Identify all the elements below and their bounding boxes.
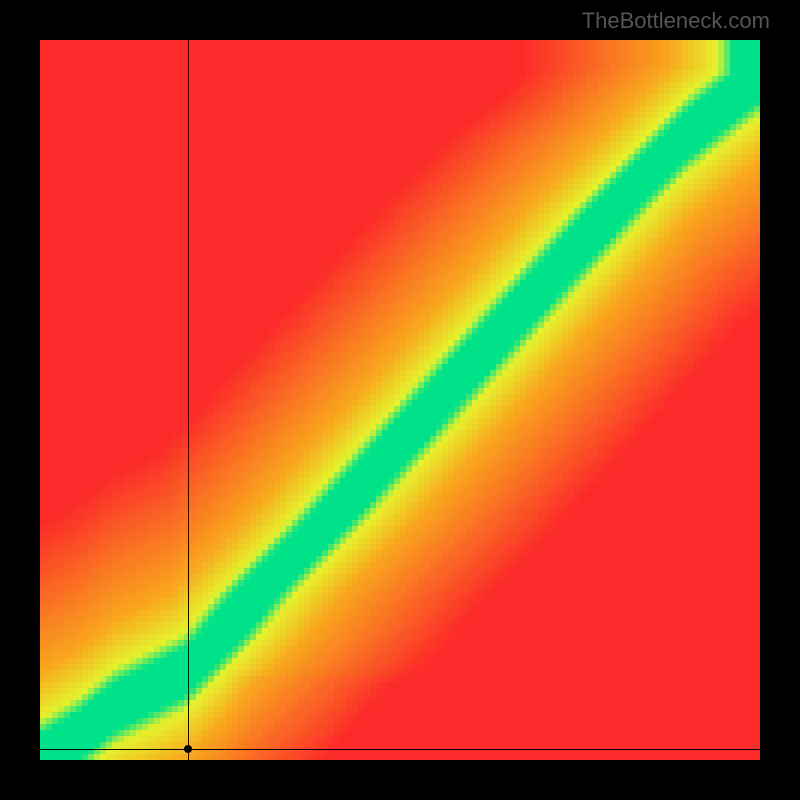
heatmap-canvas xyxy=(40,40,760,760)
crosshair-horizontal xyxy=(40,749,760,750)
crosshair-vertical xyxy=(188,40,189,760)
crosshair-marker xyxy=(184,745,192,753)
heatmap-chart xyxy=(40,40,760,760)
watermark-text: TheBottleneck.com xyxy=(582,8,770,34)
